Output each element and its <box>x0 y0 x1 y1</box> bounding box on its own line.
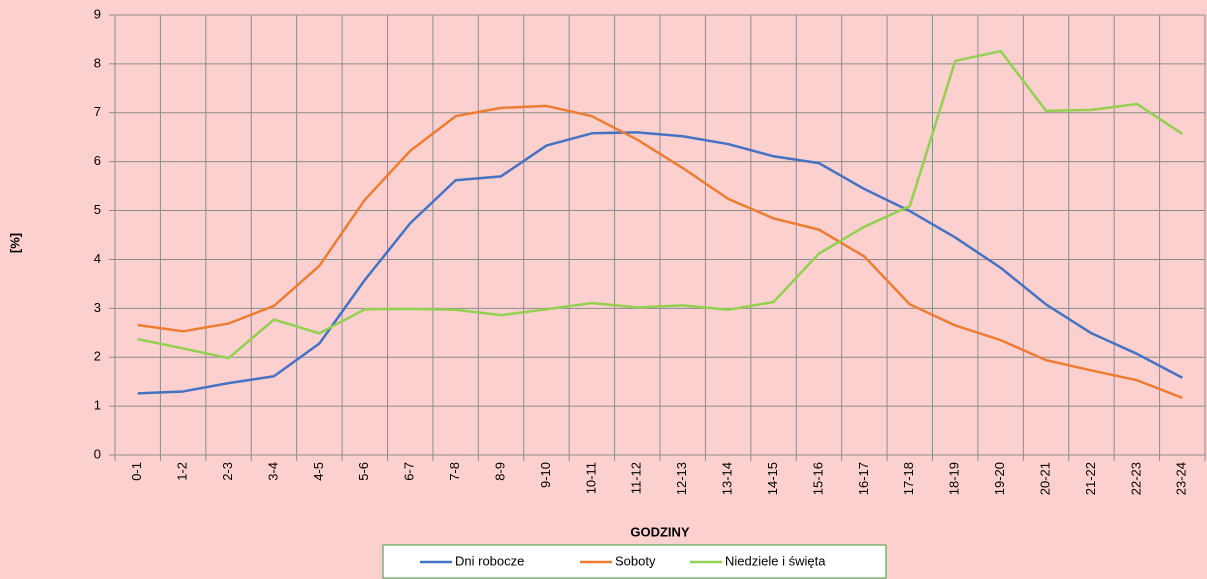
y-tick-label: 9 <box>94 6 101 21</box>
x-tick-label: 6-7 <box>402 462 417 481</box>
x-tick-label: 0-1 <box>129 462 144 481</box>
x-tick-label: 17-18 <box>901 462 916 495</box>
y-tick-label: 1 <box>94 398 101 413</box>
x-axis-label: GODZINY <box>630 524 690 539</box>
series-line <box>137 49 1183 360</box>
x-tick-label: 14-15 <box>765 462 780 495</box>
x-tick-label: 9-10 <box>538 462 553 488</box>
x-tick-label: 11-12 <box>629 462 644 494</box>
legend-box <box>382 544 887 579</box>
y-tick-label: 7 <box>94 104 101 119</box>
x-tick-label: 8-9 <box>492 462 507 481</box>
x-tick-label: 19-20 <box>992 462 1007 495</box>
y-tick-label: 3 <box>94 300 101 315</box>
y-tick-label: 5 <box>94 202 101 217</box>
y-tick-label: 2 <box>94 349 101 364</box>
y-axis-label: [%] <box>7 233 22 253</box>
x-tick-label: 1-2 <box>175 462 190 481</box>
x-tick-label: 2-3 <box>220 462 235 481</box>
y-tick-label: 0 <box>94 446 101 461</box>
legend-label: Dni robocze <box>455 553 524 568</box>
x-tick-label: 5-6 <box>356 462 371 481</box>
x-tick-label: 12-13 <box>674 462 689 495</box>
x-tick-label: 23-24 <box>1174 462 1189 495</box>
y-tick-label: 8 <box>94 55 101 70</box>
x-tick-label: 4-5 <box>311 462 326 481</box>
x-tick-label: 18-19 <box>947 462 962 495</box>
x-tick-label: 3-4 <box>265 462 280 481</box>
x-tick-label: 7-8 <box>447 462 462 481</box>
x-tick-label: 13-14 <box>720 462 735 495</box>
y-tick-label: 4 <box>94 251 101 266</box>
series-line <box>137 104 1183 399</box>
x-tick-label: 16-17 <box>856 462 871 495</box>
x-tick-label: 22-23 <box>1128 462 1143 495</box>
x-tick-label: 15-16 <box>810 462 825 495</box>
legend-label: Soboty <box>615 553 656 568</box>
x-tick-label: 10-11 <box>583 462 598 494</box>
y-tick-label: 6 <box>94 153 101 168</box>
x-tick-label: 20-21 <box>1037 462 1052 495</box>
x-tick-label: 21-22 <box>1083 462 1098 495</box>
series-line <box>137 131 1183 395</box>
legend-label: Niedziele i święta <box>725 553 826 568</box>
